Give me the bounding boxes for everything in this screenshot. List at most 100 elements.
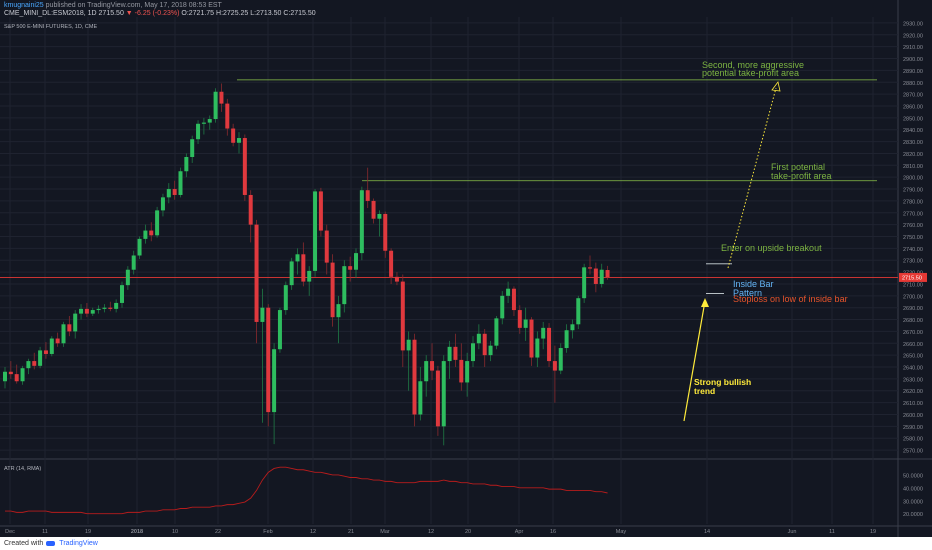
price-tick-label: 2780.00	[903, 199, 923, 205]
author-name[interactable]: kmugnaini25	[4, 2, 44, 9]
candle-body	[43, 350, 48, 354]
candle-body	[441, 361, 446, 427]
candle-body	[576, 298, 581, 325]
annotation-entry: Enter on upside breakout	[721, 243, 822, 253]
candle-body	[605, 270, 610, 278]
price-tick-label: 2870.00	[903, 93, 923, 99]
price-tick-label: 2660.00	[903, 342, 923, 348]
candle-body	[523, 319, 528, 328]
candle-body	[547, 327, 552, 362]
time-tick-label: 16	[550, 529, 556, 535]
candle-body	[354, 253, 358, 270]
grid-lines	[0, 0, 932, 537]
time-tick-label: May	[616, 529, 627, 535]
price-tick-label: 2750.00	[903, 235, 923, 241]
candle-body	[225, 103, 230, 129]
tradingview-brand[interactable]: TradingView	[59, 540, 98, 547]
annotation-trend-line1: Strong bullish	[694, 377, 751, 387]
candle-body	[231, 128, 236, 143]
ohlc-line: CME_MINI_DL:ESM2018, 1D 2715.50 ▼ -6.25 …	[4, 9, 316, 18]
candle-body	[277, 310, 282, 350]
price-tick-label: 2730.00	[903, 259, 923, 265]
candle-body	[400, 281, 405, 351]
last-price-label: 2715.50	[902, 276, 922, 282]
candle-body	[430, 361, 435, 371]
price-axis[interactable]: 2570.00 2580.00 2590.00 2600.00 2610.00 2620.…	[899, 21, 927, 518]
candle-body	[552, 361, 557, 371]
annotation-stoploss: Stoploss on low of inside bar	[733, 294, 848, 304]
price-tick-label: 2580.00	[903, 437, 923, 443]
candle-body	[160, 197, 165, 211]
candle-body	[3, 371, 7, 382]
price-levels	[0, 79, 898, 294]
candle-body	[90, 310, 95, 314]
candle-body	[196, 123, 201, 140]
ohlc-values: O:2721.75 H:2725.25 L:2713.50 C:2715.50	[181, 10, 316, 17]
candle-body	[424, 361, 429, 382]
time-tick-label: 19	[85, 529, 91, 535]
price-tick-label: 2860.00	[903, 104, 923, 110]
candle-body	[32, 361, 37, 366]
candlestick-series	[3, 83, 610, 446]
candle-body	[383, 213, 388, 251]
candle-body	[535, 338, 540, 358]
candle-body	[476, 333, 481, 344]
candle-body	[599, 269, 604, 284]
candle-body	[494, 318, 499, 346]
candle-body	[61, 324, 66, 344]
candle-body	[172, 189, 177, 195]
candle-body	[348, 266, 353, 270]
price-tick-label: 2680.00	[903, 318, 923, 324]
trend-arrow-head	[701, 298, 709, 307]
time-axis[interactable]: Dec 11 19 2018 10 22 Feb 12 21 Mar 12 20 Apr 16 May 14 J…	[5, 529, 876, 535]
atr-tick-label: 20.0000	[903, 512, 923, 518]
trend-arrow	[683, 300, 706, 422]
price-tick-label: 2620.00	[903, 389, 923, 395]
price-tick-label: 2770.00	[903, 211, 923, 217]
candle-body	[506, 288, 511, 296]
candle-body	[248, 194, 253, 225]
time-tick-label: 11	[829, 529, 835, 535]
price-tick-label: 2640.00	[903, 366, 923, 372]
candle-body	[330, 262, 335, 318]
candle-body	[471, 343, 475, 362]
price-tick-label: 2630.00	[903, 377, 923, 383]
candle-body	[178, 171, 183, 195]
candle-body	[114, 302, 119, 309]
price-tick-label: 2880.00	[903, 81, 923, 87]
atr-label: ATR (14, RMA)	[4, 466, 41, 472]
candle-body	[102, 307, 107, 309]
candle-body	[453, 346, 458, 360]
candle-body	[67, 324, 72, 332]
candle-body	[465, 361, 470, 383]
annotation-second-tp-line1: Second, more aggressive	[702, 60, 804, 70]
time-tick-label: 12	[428, 529, 434, 535]
price-tick-label: 2700.00	[903, 294, 923, 300]
price-tick-label: 2800.00	[903, 176, 923, 182]
candle-body	[125, 269, 130, 286]
candle-body	[289, 261, 294, 286]
candle-body	[435, 370, 440, 427]
candle-body	[406, 339, 411, 351]
price-tick-label: 2920.00	[903, 33, 923, 39]
candle-body	[371, 200, 376, 219]
atr-tick-label: 30.0000	[903, 499, 923, 505]
candle-body	[324, 230, 329, 263]
annotation-first-tp-line2: take-profit area	[771, 171, 832, 181]
price-tick-label: 2740.00	[903, 247, 923, 253]
candle-body	[272, 349, 277, 413]
candle-body	[582, 267, 587, 299]
price-tick-label: 2600.00	[903, 413, 923, 419]
candle-body	[283, 285, 288, 311]
candle-body	[213, 91, 218, 120]
candle-body	[541, 327, 546, 339]
time-tick-label: Feb	[263, 529, 272, 535]
candle-body	[155, 210, 160, 236]
candle-body	[517, 310, 522, 328]
atr-tick-label: 50.0000	[903, 473, 923, 479]
time-tick-label: 10	[172, 529, 178, 535]
price-tick-label: 2810.00	[903, 164, 923, 170]
time-tick-label: 11	[42, 529, 48, 535]
candle-body	[207, 119, 212, 123]
